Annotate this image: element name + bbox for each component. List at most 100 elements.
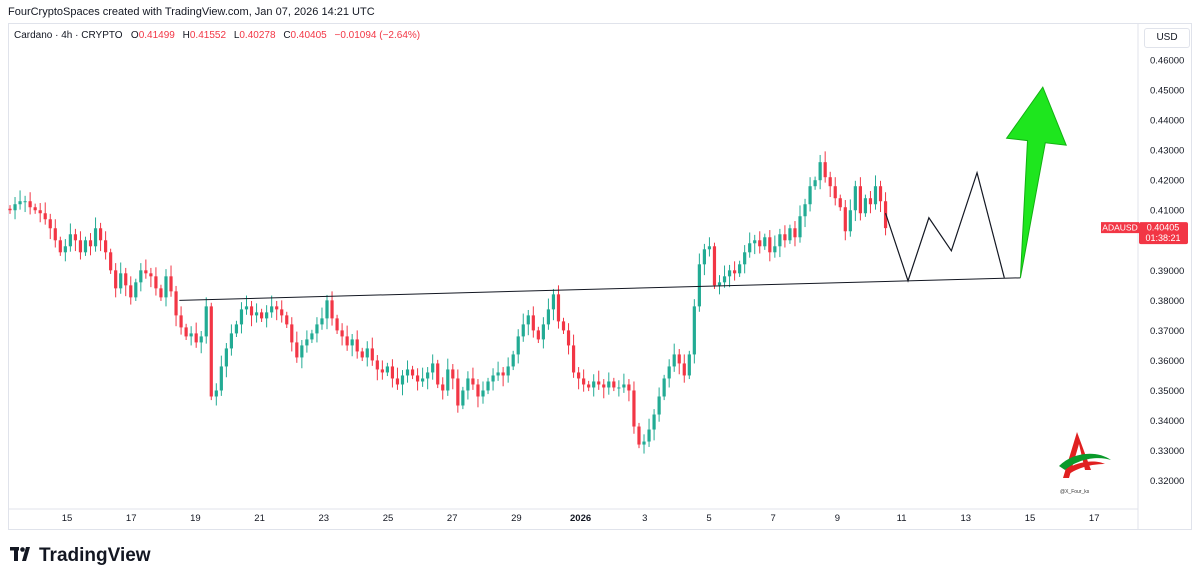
author-logo-icon [1055, 430, 1115, 493]
candle-body [727, 270, 732, 277]
candle-body [390, 366, 395, 379]
candle-body [692, 306, 696, 355]
candle-body [778, 234, 782, 247]
candle-body [828, 177, 832, 187]
candle-body [23, 201, 27, 203]
candle-body [506, 366, 510, 376]
candle-body [566, 330, 571, 346]
candle-body [813, 180, 817, 187]
candle-body [209, 306, 213, 397]
candle-body [461, 390, 465, 406]
candle-body [280, 309, 284, 316]
candle-body [657, 396, 661, 415]
candle-body [607, 381, 611, 388]
open-label: O [130, 30, 139, 41]
candle-body [768, 237, 772, 253]
candle-body [516, 336, 520, 355]
candle-body [38, 210, 42, 214]
candle-body [335, 318, 339, 331]
candle-body [848, 210, 852, 232]
candle-body [511, 354, 515, 367]
candle-body [577, 372, 581, 379]
candle-body [642, 441, 646, 445]
candle-body [410, 369, 415, 376]
ohlc-legend: Cardano · 4h · CRYPTO O0.41499 H0.41552 … [14, 30, 425, 41]
candle-body [803, 204, 807, 217]
candle-body [144, 270, 148, 274]
candle-body [687, 354, 691, 376]
candle-body [53, 228, 57, 241]
candle-body [270, 306, 274, 313]
candle-body [169, 276, 173, 292]
x-tick-label: 29 [511, 513, 522, 524]
author-handle: @X_Four_ks [1060, 489, 1090, 495]
y-tick-label: 0.33000 [1150, 446, 1184, 457]
candle-body [13, 204, 17, 211]
currency-button[interactable]: USD [1144, 28, 1190, 48]
candle-body [662, 378, 666, 397]
candle-body [154, 276, 158, 289]
x-tick-label: 7 [771, 513, 776, 524]
candle-body [179, 315, 183, 328]
candle-body [174, 291, 178, 316]
candle-body [33, 207, 37, 211]
candle-body [783, 234, 787, 241]
candle-body [43, 213, 47, 220]
candle-body [129, 285, 133, 298]
candle-body [355, 339, 359, 352]
candle-body [667, 366, 671, 379]
candle-body [722, 276, 727, 283]
candle-body [863, 198, 868, 214]
x-tick-label: 13 [961, 513, 972, 524]
candle-body [717, 282, 722, 286]
target-arrow[interactable] [1005, 86, 1067, 278]
candle-body [350, 339, 354, 346]
candle-body [385, 366, 389, 373]
candle-body [627, 384, 631, 391]
candle-body [436, 363, 440, 385]
high-value: 0.41552 [189, 30, 227, 41]
y-tick-label: 0.34000 [1150, 416, 1184, 427]
candle-body [78, 240, 83, 253]
candle-body [68, 234, 72, 247]
candle-body [481, 390, 485, 397]
close-value: 0.40405 [290, 30, 327, 41]
candle-body [753, 240, 757, 244]
candle-body [652, 414, 656, 430]
y-tick-label: 0.44000 [1150, 116, 1184, 127]
candle-body [446, 369, 450, 391]
projection-path[interactable] [884, 170, 1005, 283]
candle-body [184, 327, 188, 337]
candle-body [149, 273, 153, 277]
candle-body [365, 348, 369, 358]
candle-body [526, 315, 530, 325]
candle-body [632, 390, 636, 427]
candle-body [531, 315, 535, 331]
x-tick-label: 19 [190, 513, 201, 524]
candle-body [521, 324, 525, 337]
y-tick-label: 0.42000 [1150, 176, 1184, 187]
candle-body [748, 243, 752, 253]
y-tick-label: 0.39000 [1150, 266, 1184, 277]
candle-body [732, 270, 737, 274]
candle-body [310, 333, 314, 340]
candle-body [415, 375, 420, 382]
open-value: 0.41499 [138, 30, 175, 41]
candle-body [375, 360, 379, 370]
x-tick-label: 17 [1089, 513, 1100, 524]
candle-body [229, 333, 234, 349]
candle-body [239, 309, 244, 325]
tradingview-logo[interactable]: TradingView [10, 545, 151, 567]
symbol-label[interactable]: Cardano · 4h · CRYPTO [14, 30, 123, 41]
candle-body [400, 375, 405, 385]
candle-body [773, 246, 777, 253]
candle-body [431, 363, 435, 373]
candle-body [315, 324, 319, 334]
y-tick-label: 0.46000 [1150, 56, 1184, 67]
candle-body [758, 240, 762, 247]
candle-body [853, 186, 857, 211]
support-trendline[interactable] [179, 277, 1021, 301]
candle-body [159, 288, 163, 298]
